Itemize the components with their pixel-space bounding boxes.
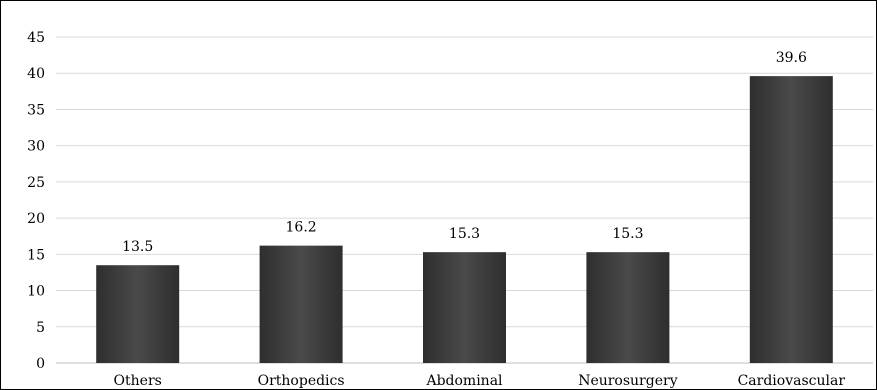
data-label: 16.2	[286, 220, 317, 236]
category-label: Neurosurgery	[578, 373, 678, 389]
bars	[96, 76, 833, 364]
data-label: 15.3	[449, 226, 480, 242]
grid-lines	[56, 36, 873, 364]
category-label: Cardiovascular	[738, 373, 846, 389]
category-label: Others	[114, 373, 162, 389]
y-tick-label: 15	[27, 247, 45, 263]
bar-orthopedics	[259, 245, 343, 363]
category-label: Orthopedics	[258, 373, 345, 389]
y-tick-label: 25	[27, 175, 45, 191]
bar-neurosurgery	[586, 252, 670, 363]
bar-others	[96, 265, 180, 363]
data-labels: 13.5 16.2 15.3 15.3 39.6	[122, 50, 807, 255]
y-axis-ticks: 0 5 10 15 20 25 30 35 40 45	[27, 30, 45, 372]
y-tick-label: 0	[36, 356, 45, 372]
bar-cardiovascular	[749, 76, 833, 364]
data-label: 15.3	[612, 226, 643, 242]
bar-abdominal	[423, 252, 506, 363]
y-tick-label: 40	[27, 66, 45, 82]
y-tick-label: 10	[27, 284, 45, 300]
data-label: 13.5	[122, 239, 153, 255]
category-label: Abdominal	[425, 373, 503, 389]
category-labels: Others Orthopedics Abdominal Neurosurgery Ca…	[114, 373, 846, 389]
y-tick-label: 5	[36, 320, 45, 336]
y-tick-label: 35	[27, 102, 45, 118]
y-tick-label: 45	[27, 30, 45, 46]
y-tick-label: 20	[27, 211, 45, 227]
data-label: 39.6	[776, 50, 807, 66]
y-tick-label: 30	[27, 139, 45, 155]
